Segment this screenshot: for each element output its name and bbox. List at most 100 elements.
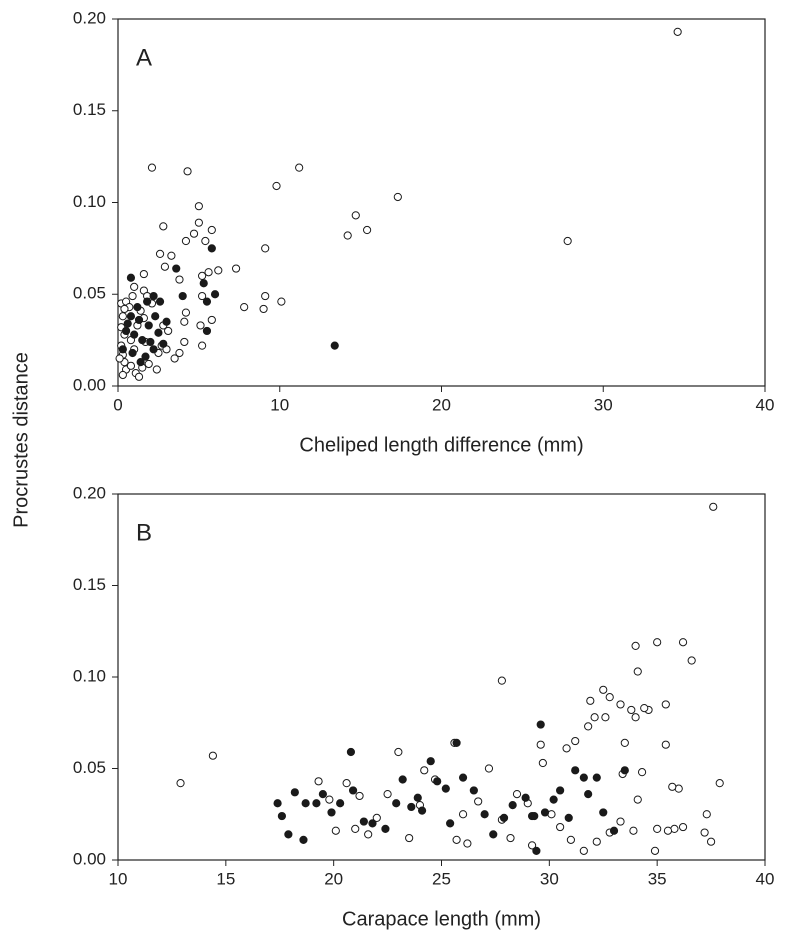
data-point [118,345,127,354]
data-point [364,830,373,839]
data-point [571,766,580,775]
data-point [314,777,323,786]
plot-frame [117,493,766,861]
data-point [346,747,356,757]
data-point [155,249,165,258]
data-point [261,244,270,253]
data-point [194,218,203,227]
x-tick-label: 20 [324,869,343,888]
data-point [115,354,124,363]
data-point [590,713,599,722]
data-point [540,808,550,817]
data-point [139,269,148,279]
data-point [277,811,287,821]
data-point [458,773,468,782]
data-point [484,764,494,773]
panel-label: B [136,519,152,546]
data-point [512,790,522,799]
x-tick-label: 40 [756,869,775,888]
data-point [170,354,179,363]
data-point [118,370,127,380]
data-point [351,211,360,220]
data-point [536,720,545,729]
data-point [325,795,334,804]
data-point [368,819,377,828]
data-point [290,788,299,797]
data-point [151,312,160,321]
data-point [556,822,565,832]
data-point [633,667,642,676]
y-tick-label: 0.15 [73,100,106,119]
data-point [499,813,509,823]
data-point [149,345,158,354]
y-axis-label: Procrustes distance [10,352,32,528]
data-point [653,824,662,833]
data-point [398,775,407,784]
data-point [273,799,282,808]
x-tick-label: 10 [270,395,289,414]
data-point [152,365,161,374]
data-point [199,279,208,288]
y-tick-label: 0.05 [73,284,106,303]
data-point [616,700,625,709]
data-point [579,773,588,782]
data-point [599,808,608,817]
data-point [162,317,171,326]
data-point [463,839,472,848]
data-point [141,352,150,361]
data-point [653,638,662,647]
data-point [198,271,207,280]
data-point [633,795,642,804]
data-point [678,638,688,647]
data-point [330,341,339,350]
data-point [584,790,593,799]
data-point [579,846,588,855]
data-point [301,799,310,808]
data-point [204,268,213,277]
data-point [355,791,364,801]
data-point [592,837,601,846]
data-point [128,348,137,358]
y-tick-label: 0.00 [73,375,106,394]
data-point [497,676,506,685]
x-tick-label: 35 [648,869,667,888]
data-point [508,801,517,810]
data-point [155,297,165,306]
data-point [668,782,677,791]
data-point [295,163,304,172]
data-point [126,273,136,282]
data-point [629,826,638,835]
data-point [181,308,191,317]
data-point [506,833,515,843]
data-point [661,700,670,709]
data-point [180,337,189,347]
data-point [143,297,152,306]
data-point [277,297,286,306]
data-point [592,773,601,782]
data-point [566,835,576,844]
data-point [700,828,709,837]
data-point [586,696,595,705]
panel-label: A [136,44,152,71]
data-point [489,830,498,839]
plot-frame [117,18,766,387]
data-point [198,291,207,301]
data-point [172,264,181,273]
data-point [362,225,372,235]
data-point [637,768,647,777]
data-point [210,290,220,299]
data-point [446,819,455,828]
data-point [359,817,368,826]
y-tick-label: 0.15 [73,575,106,594]
data-point [118,312,127,321]
data-point [564,813,573,823]
data-point [469,786,478,795]
data-point [181,236,191,246]
data-point [128,291,137,301]
data-point [433,777,442,786]
data-point [202,297,212,306]
data-point [336,799,345,808]
data-point [530,811,539,821]
data-point [126,361,136,370]
